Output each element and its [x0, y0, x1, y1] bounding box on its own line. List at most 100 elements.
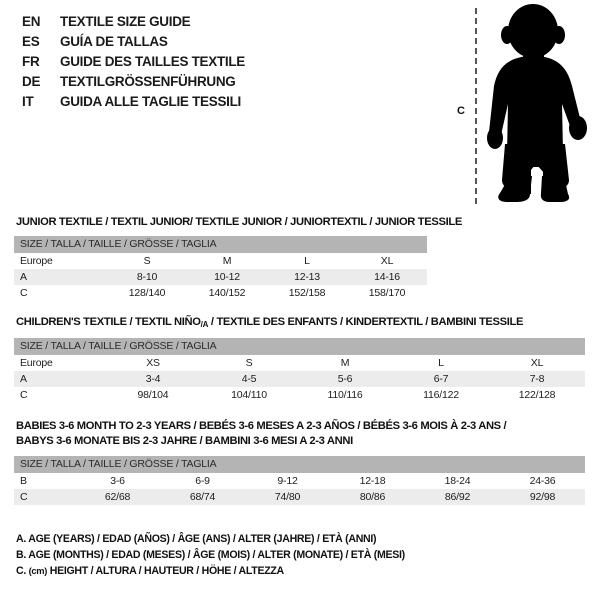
- row-label: A: [14, 269, 107, 285]
- title-row-de: DE TEXTILGRÖSSENFÜHRUNG: [22, 72, 422, 92]
- row-label: C: [14, 489, 75, 505]
- language-code-en: EN: [22, 14, 41, 29]
- title-row-en: EN TEXTILE SIZE GUIDE: [22, 12, 422, 32]
- section-title-junior: JUNIOR TEXTILE / TEXTIL JUNIOR/ TEXTILE …: [16, 216, 462, 228]
- legend-line-c-post: HEIGHT / ALTURA / HAUTEUR / HÖHE / ALTEZ…: [47, 565, 284, 577]
- cell-value: 18-24: [415, 473, 500, 489]
- cell-value: 116/122: [393, 387, 489, 403]
- row-label: A: [14, 371, 105, 387]
- section-title-children-pre: CHILDREN'S TEXTILE / TEXTIL NIÑO: [16, 316, 201, 328]
- title-text-it: GUIDA ALLE TAGLIE TESSILI: [60, 94, 241, 109]
- height-axis-label-c: C: [457, 105, 465, 117]
- section-title-children-post: / TEXTILE DES ENFANTS / KINDERTEXTIL / B…: [208, 316, 524, 328]
- cell-value: M: [297, 355, 393, 371]
- cell-value: 74/80: [245, 489, 330, 505]
- title-text-de: TEXTILGRÖSSENFÜHRUNG: [60, 74, 236, 89]
- legend-line-c-pre: C.: [16, 565, 29, 577]
- language-code-fr: FR: [22, 54, 40, 69]
- cell-value: 128/140: [107, 285, 187, 301]
- table-row: B 3-6 6-9 9-12 12-18 18-24 24-36: [14, 473, 585, 489]
- title-text-en: TEXTILE SIZE GUIDE: [60, 14, 191, 29]
- cell-value: 8-10: [107, 269, 187, 285]
- cell-value: 3-6: [75, 473, 160, 489]
- cell-value: S: [201, 355, 297, 371]
- cell-value: 80/86: [330, 489, 415, 505]
- cell-value: XS: [105, 355, 201, 371]
- section-title-babies-line1: BABIES 3-6 MONTH TO 2-3 YEARS / BEBÉS 3-…: [16, 420, 507, 432]
- babies-size-table: SIZE / TALLA / TAILLE / GRÖSSE / TAGLIA …: [14, 456, 585, 505]
- section-title-children-sub: /A: [200, 320, 209, 329]
- cell-value: M: [187, 253, 267, 269]
- cell-value: 110/116: [297, 387, 393, 403]
- cell-value: 6-9: [160, 473, 245, 489]
- multilingual-title-block: EN TEXTILE SIZE GUIDE ES GUÍA DE TALLAS …: [22, 12, 422, 112]
- cell-value: 10-12: [187, 269, 267, 285]
- cell-value: 5-6: [297, 371, 393, 387]
- title-row-es: ES GUÍA DE TALLAS: [22, 32, 422, 52]
- cell-value: 7-8: [489, 371, 586, 387]
- language-code-es: ES: [22, 34, 40, 49]
- children-size-table: SIZE / TALLA / TAILLE / GRÖSSE / TAGLIA …: [14, 338, 586, 403]
- cell-value: 4-5: [201, 371, 297, 387]
- table-header-row: SIZE / TALLA / TAILLE / GRÖSSE / TAGLIA: [14, 456, 585, 473]
- cell-value: L: [267, 253, 347, 269]
- cell-value: XL: [347, 253, 428, 269]
- table-row: Europe XS S M L XL: [14, 355, 586, 371]
- section-children-textile: CHILDREN'S TEXTILE / TEXTIL NIÑO/A / TEX…: [0, 315, 600, 403]
- cell-value: S: [107, 253, 187, 269]
- section-babies-textile: BABIES 3-6 MONTH TO 2-3 YEARS / BEBÉS 3-…: [0, 419, 600, 505]
- cell-value: 3-4: [105, 371, 201, 387]
- table-row: C 128/140 140/152 152/158 158/170: [14, 285, 428, 301]
- cell-value: 14-16: [347, 269, 428, 285]
- table-row: A 3-4 4-5 5-6 6-7 7-8: [14, 371, 586, 387]
- cell-value: 12-18: [330, 473, 415, 489]
- row-label: Europe: [14, 253, 107, 269]
- cell-value: 140/152: [187, 285, 267, 301]
- table-row: C 62/68 68/74 74/80 80/86 86/92 92/98: [14, 489, 585, 505]
- cell-value: 92/98: [500, 489, 585, 505]
- cell-value: L: [393, 355, 489, 371]
- table-header-label: SIZE / TALLA / TAILLE / GRÖSSE / TAGLIA: [14, 456, 585, 473]
- table-row: Europe S M L XL: [14, 253, 428, 269]
- cell-value: 24-36: [500, 473, 585, 489]
- height-measure-dashed-line: [475, 8, 477, 204]
- cell-value: 6-7: [393, 371, 489, 387]
- cell-value: 9-12: [245, 473, 330, 489]
- title-row-it: IT GUIDA ALLE TAGLIE TESSILI: [22, 92, 422, 112]
- cell-value: 158/170: [347, 285, 428, 301]
- row-label: B: [14, 473, 75, 489]
- table-row: C 98/104 104/110 110/116 116/122 122/128: [14, 387, 586, 403]
- table-header-row: SIZE / TALLA / TAILLE / GRÖSSE / TAGLIA: [14, 338, 586, 355]
- title-text-fr: GUIDE DES TAILLES TEXTILE: [60, 54, 246, 69]
- legend-line-c: C. (cm) HEIGHT / ALTURA / HAUTEUR / HÖHE…: [16, 563, 576, 579]
- language-code-it: IT: [22, 94, 34, 109]
- height-measurement-figure: C: [450, 0, 600, 212]
- row-label: Europe: [14, 355, 105, 371]
- row-label: C: [14, 285, 107, 301]
- cell-value: 68/74: [160, 489, 245, 505]
- junior-size-table: SIZE / TALLA / TAILLE / GRÖSSE / TAGLIA …: [14, 236, 428, 301]
- title-row-fr: FR GUIDE DES TAILLES TEXTILE: [22, 52, 422, 72]
- cell-value: 122/128: [489, 387, 586, 403]
- table-header-label: SIZE / TALLA / TAILLE / GRÖSSE / TAGLIA: [14, 338, 586, 355]
- row-label: C: [14, 387, 105, 403]
- cell-value: 104/110: [201, 387, 297, 403]
- legend-block: A. AGE (YEARS) / EDAD (AÑOS) / ÂGE (ANS)…: [16, 531, 576, 579]
- cell-value: 12-13: [267, 269, 347, 285]
- legend-line-a: A. AGE (YEARS) / EDAD (AÑOS) / ÂGE (ANS)…: [16, 533, 377, 545]
- title-text-es: GUÍA DE TALLAS: [60, 34, 168, 49]
- cell-value: 152/158: [267, 285, 347, 301]
- language-code-de: DE: [22, 74, 41, 89]
- cell-value: 98/104: [105, 387, 201, 403]
- legend-unit-cm: (cm): [28, 566, 48, 576]
- section-title-babies-line2: BABYS 3-6 MONATE BIS 2-3 JAHRE / BAMBINI…: [16, 435, 353, 447]
- legend-line-b: B. AGE (MONTHS) / EDAD (MESES) / ÂGE (MO…: [16, 549, 405, 561]
- table-row: A 8-10 10-12 12-13 14-16: [14, 269, 428, 285]
- child-silhouette-icon: [487, 4, 587, 202]
- section-title-children: CHILDREN'S TEXTILE / TEXTIL NIÑO/A / TEX…: [0, 315, 600, 332]
- section-junior-textile: JUNIOR TEXTILE / TEXTIL JUNIOR/ TEXTILE …: [0, 215, 600, 301]
- table-header-label: SIZE / TALLA / TAILLE / GRÖSSE / TAGLIA: [14, 236, 428, 253]
- cell-value: 62/68: [75, 489, 160, 505]
- cell-value: XL: [489, 355, 586, 371]
- cell-value: 86/92: [415, 489, 500, 505]
